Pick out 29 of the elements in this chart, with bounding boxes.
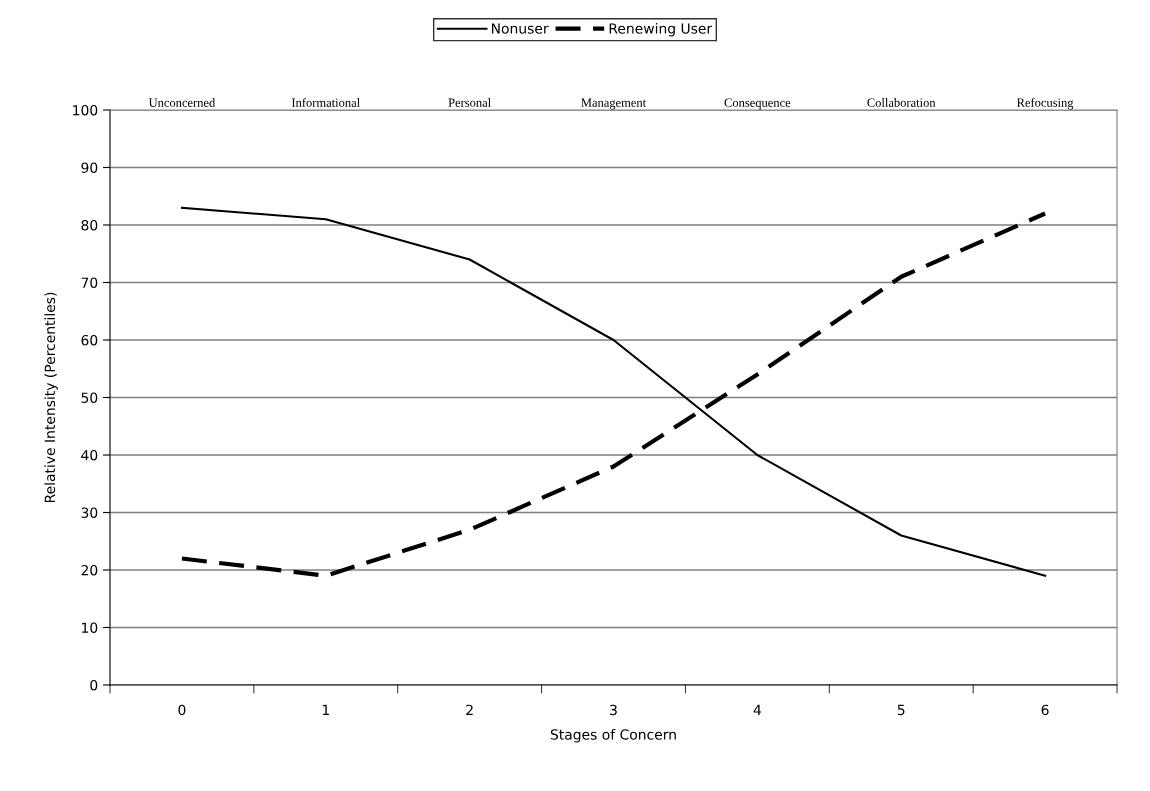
x-tick-label: 3 — [610, 704, 617, 716]
x-tick-label: 1 — [322, 704, 329, 715]
y-tick-label: 0 — [90, 679, 98, 691]
text: Management — [581, 98, 647, 110]
y-tick-label: 70 — [81, 277, 98, 288]
legend-label: Renewing User — [609, 22, 713, 37]
y-tick-label: 100 — [73, 104, 98, 116]
legend-label: Nonuser — [491, 23, 549, 34]
y-tick-label: 60 — [81, 334, 98, 346]
y-tick-label: 50 — [81, 392, 98, 403]
x-tick-label: 4 — [753, 704, 761, 715]
text: Consequence — [724, 98, 791, 110]
text: Personal — [448, 98, 491, 107]
y-tick-label: 30 — [81, 507, 98, 518]
y-axis-title: Relative Intensity (Percentiles) — [44, 292, 58, 503]
y-tick-label: 80 — [81, 219, 98, 231]
x-tick-label: 6 — [1041, 704, 1049, 716]
text: Refocusing — [1016, 97, 1074, 110]
y-tick-label: 10 — [82, 622, 98, 633]
y-tick-label: 20 — [81, 564, 98, 576]
y-tick-label: 40 — [81, 449, 98, 461]
x-tick-label: 5 — [897, 704, 905, 716]
text: Informational — [291, 97, 360, 107]
text: Unconcerned — [148, 98, 216, 107]
x-tick-label: 0 — [178, 704, 186, 716]
text: Collaboration — [867, 98, 936, 107]
x-tick-label: 2 — [466, 704, 473, 715]
x-axis-title: Stages of Concern — [550, 729, 676, 743]
y-tick-label: 90 — [81, 162, 98, 173]
